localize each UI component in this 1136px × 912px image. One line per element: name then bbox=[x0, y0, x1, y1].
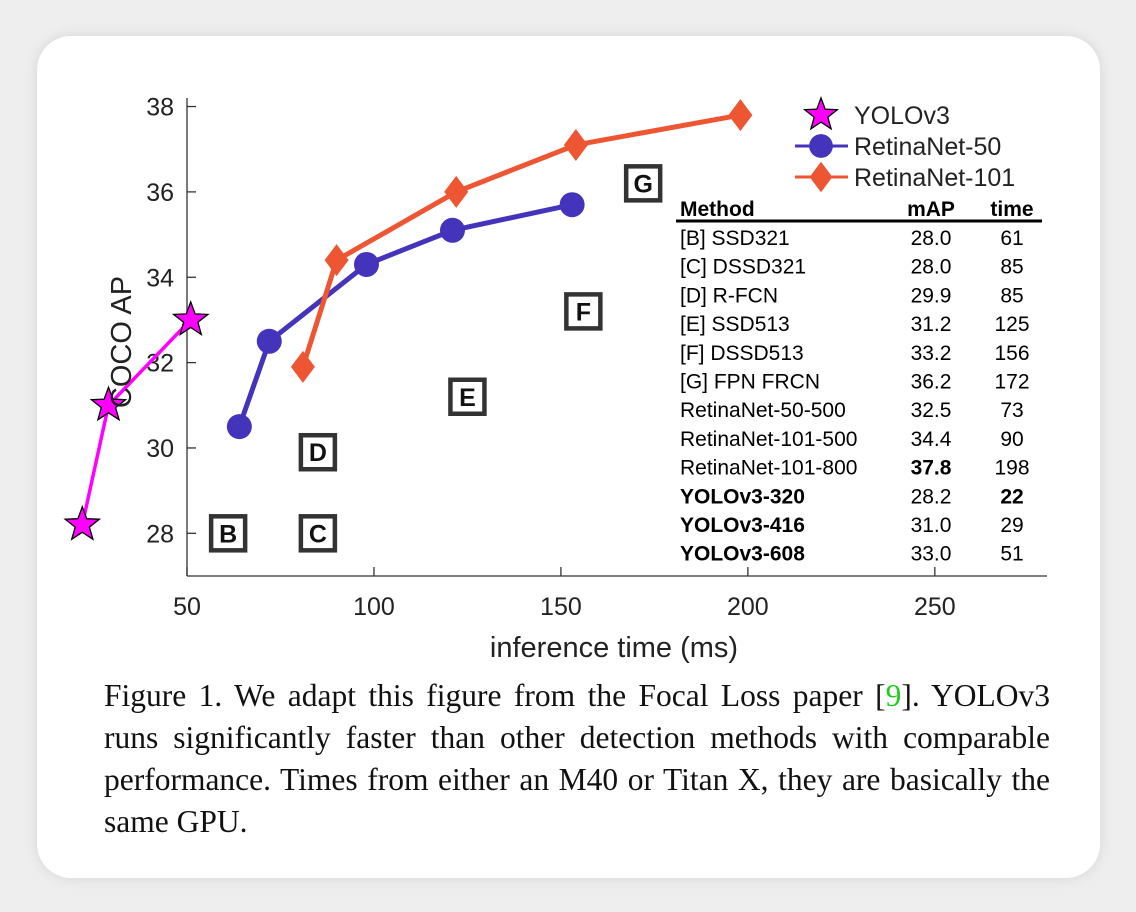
table-cell-map: 31.0 bbox=[911, 514, 952, 537]
legend-marker-yolov3 bbox=[802, 96, 840, 131]
table-header-method: Method bbox=[680, 198, 755, 221]
table-cell-time: 172 bbox=[994, 371, 1029, 394]
chart-legend: YOLOv3 RetinaNet-50 RetinaNet-101 bbox=[795, 96, 1015, 193]
box-marker-label: G bbox=[633, 170, 652, 198]
chart-marks bbox=[63, 99, 753, 541]
table-cell-map: 28.2 bbox=[911, 485, 952, 508]
box-marker-label: C bbox=[309, 520, 327, 548]
box-marker-g bbox=[623, 164, 663, 203]
data-point-retinanet-101 bbox=[728, 99, 753, 132]
table-cell-time: 73 bbox=[1000, 399, 1023, 422]
table-cell-method: YOLOv3-320 bbox=[680, 485, 805, 508]
table-cell-time: 90 bbox=[1000, 428, 1023, 451]
data-point-retinanet-50 bbox=[226, 414, 252, 440]
x-tick-label: 100 bbox=[353, 593, 395, 621]
box-marker-f bbox=[564, 292, 603, 331]
results-table: Method mAP time [B] SSD321 28.0 61 [C] DSSD321… bbox=[676, 198, 1042, 566]
box-marker-label: D bbox=[309, 439, 327, 467]
table-cell-method: YOLOv3-416 bbox=[680, 514, 805, 537]
table-cell-method: [C] DSSD321 bbox=[680, 256, 806, 279]
table-cell-method: RetinaNet-50-500 bbox=[680, 399, 846, 422]
table-cell-method: [E] SSD513 bbox=[680, 313, 790, 336]
data-point-yolov3 bbox=[63, 504, 102, 541]
y-tick-label: 28 bbox=[146, 520, 174, 548]
x-tick-label: 50 bbox=[173, 593, 201, 621]
table-header-time: time bbox=[990, 198, 1033, 221]
x-tick-label: 200 bbox=[727, 593, 769, 621]
series-line-retinanet-101 bbox=[300, 112, 741, 368]
box-marker-label: F bbox=[576, 298, 591, 326]
figure-card bbox=[37, 36, 1100, 878]
x-tick-label: 250 bbox=[914, 593, 956, 621]
table-cell-time: 85 bbox=[1000, 256, 1023, 279]
table-cell-method: [G] FPN FRCN bbox=[680, 371, 820, 394]
table-cell-map: 31.2 bbox=[911, 313, 952, 336]
table-cell-map: 34.4 bbox=[911, 428, 952, 451]
box-marker-d bbox=[298, 432, 338, 472]
caption-citation-link[interactable]: 9 bbox=[885, 678, 902, 713]
table-cell-time: 198 bbox=[994, 457, 1029, 480]
table-cell-method: RetinaNet-101-800 bbox=[680, 457, 857, 480]
table-cell-time: 29 bbox=[1000, 514, 1023, 537]
data-point-retinanet-50 bbox=[256, 328, 282, 354]
table-cell-time: 61 bbox=[1000, 227, 1023, 250]
table-cell-method: YOLOv3-608 bbox=[680, 543, 805, 566]
table-cell-map: 32.5 bbox=[911, 399, 952, 422]
y-tick-label: 38 bbox=[146, 94, 174, 122]
table-cell-time: 22 bbox=[1000, 485, 1023, 508]
table-cell-method: [B] SSD321 bbox=[680, 227, 790, 250]
data-point-retinanet-50 bbox=[353, 251, 379, 277]
data-point-yolov3 bbox=[171, 300, 210, 337]
legend-marker-retinanet-50 bbox=[809, 134, 833, 158]
data-point-retinanet-101 bbox=[290, 350, 315, 383]
table-cell-map: 33.2 bbox=[911, 342, 952, 365]
table-cell-map: 33.0 bbox=[911, 543, 952, 566]
y-tick-label: 34 bbox=[146, 264, 174, 292]
box-marker-b bbox=[208, 514, 248, 553]
box-marker-e bbox=[448, 377, 487, 416]
table-cell-time: 125 bbox=[994, 313, 1029, 336]
data-point-yolov3 bbox=[89, 385, 128, 422]
box-marker-label: B bbox=[219, 520, 237, 548]
table-cell-time: 85 bbox=[1000, 284, 1023, 307]
table-cell-time: 156 bbox=[994, 342, 1029, 365]
x-axis-label: inference time (ms) bbox=[490, 632, 738, 664]
table-cell-map: 29.9 bbox=[911, 284, 952, 307]
series-line-retinanet-50 bbox=[236, 202, 573, 428]
y-tick-label: 30 bbox=[146, 435, 174, 463]
table-cell-method: [F] DSSD513 bbox=[680, 342, 804, 365]
table-cell-map: 28.0 bbox=[911, 256, 952, 279]
table-cell-method: RetinaNet-101-500 bbox=[680, 428, 857, 451]
caption-prefix: Figure 1. We adapt this figure from the … bbox=[104, 678, 886, 713]
table-cell-map: 37.8 bbox=[911, 457, 952, 480]
data-point-retinanet-50 bbox=[559, 192, 585, 218]
table-header-map: mAP bbox=[907, 198, 955, 221]
legend-marker-retinanet-101 bbox=[809, 161, 833, 193]
y-tick-label: 36 bbox=[146, 179, 174, 207]
caption-suffix: ]. YOLOv3 runs significantly faster than… bbox=[104, 678, 1051, 839]
data-point-retinanet-101 bbox=[444, 175, 469, 208]
x-tick-label: 150 bbox=[540, 593, 582, 621]
table-cell-map: 28.0 bbox=[911, 227, 952, 250]
table-cell-method: [D] R-FCN bbox=[680, 284, 778, 307]
data-point-retinanet-101 bbox=[324, 244, 349, 277]
y-axis-label: COCO AP bbox=[106, 276, 138, 408]
box-marker-label: E bbox=[459, 384, 476, 412]
table-cell-time: 51 bbox=[1000, 543, 1023, 566]
boxed-method-markers: B C D E F G bbox=[208, 164, 663, 553]
legend-label: RetinaNet-101 bbox=[854, 164, 1015, 192]
table-cell-map: 36.2 bbox=[911, 371, 952, 394]
data-point-retinanet-50 bbox=[439, 217, 465, 243]
data-point-retinanet-101 bbox=[563, 128, 588, 161]
box-marker-c bbox=[298, 514, 338, 553]
figure-caption: Figure 1. We adapt this figure from the … bbox=[104, 675, 1050, 843]
legend-label: RetinaNet-50 bbox=[854, 133, 1001, 161]
legend-label: YOLOv3 bbox=[854, 102, 950, 130]
